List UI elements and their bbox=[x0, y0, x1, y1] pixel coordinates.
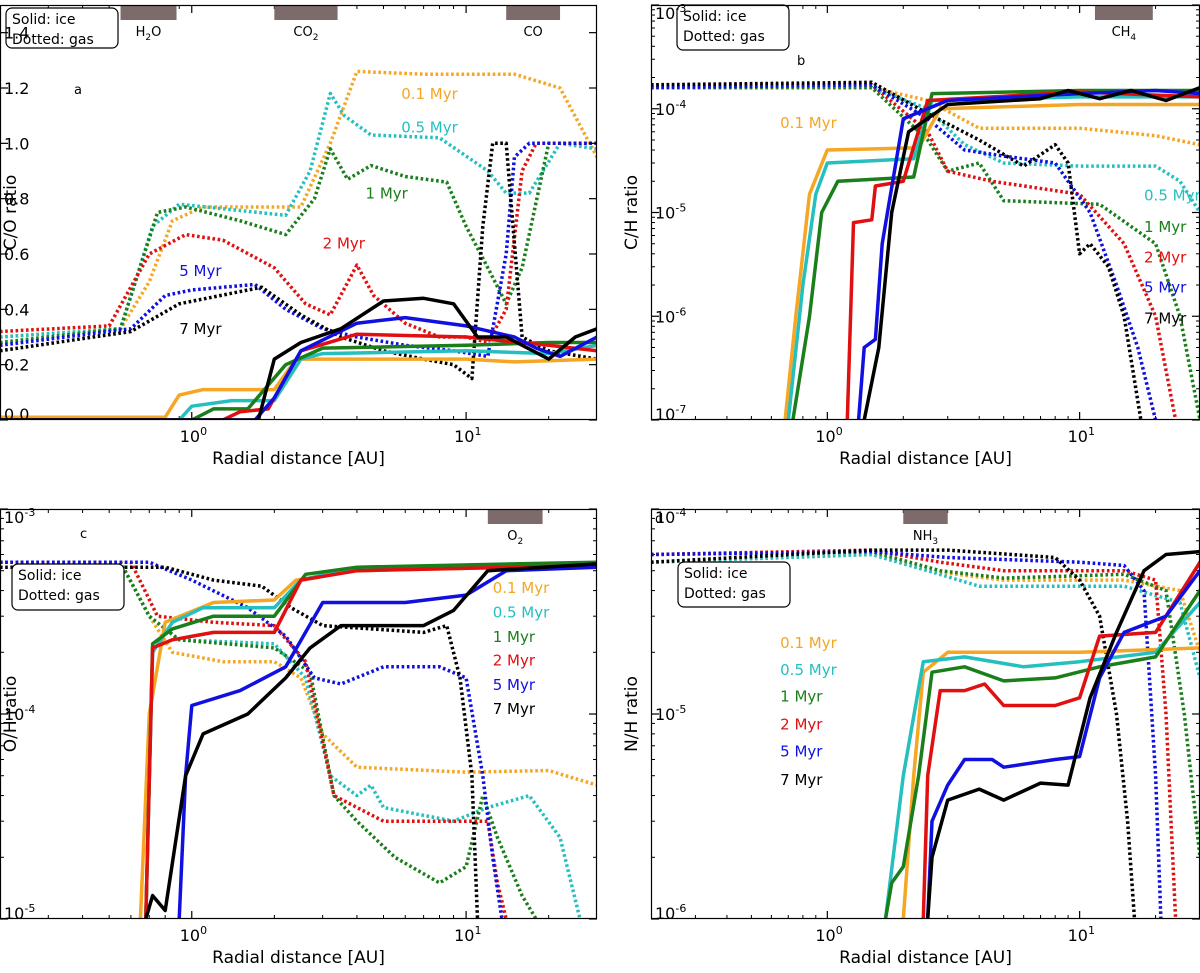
x-tick-label: 100 bbox=[815, 924, 842, 945]
series-label-7-Myr: 7 Myr bbox=[1144, 310, 1187, 328]
y-tick-label: 0.0 bbox=[4, 405, 29, 424]
snowline-bar-H2O bbox=[121, 6, 177, 20]
snowline-bar-CO2 bbox=[274, 6, 337, 20]
legend-line-dotted: Dotted: gas bbox=[18, 588, 100, 604]
snowline-bar-CO bbox=[506, 6, 560, 20]
y-axis-title: C/H ratio bbox=[622, 175, 642, 250]
legend-line-dotted: Dotted: gas bbox=[683, 29, 765, 45]
y-tick-label: 0.2 bbox=[4, 356, 29, 375]
legend-box: Solid: ice Dotted: gas bbox=[678, 562, 790, 607]
x-tick-label: 101 bbox=[1068, 425, 1095, 446]
series-label-2-Myr: 2 Myr bbox=[323, 234, 366, 252]
x-tick-label: 100 bbox=[180, 425, 207, 446]
y-axis-title: N/H ratio bbox=[622, 676, 642, 752]
panel-letter: b bbox=[797, 54, 805, 69]
series-label-0-5-Myr: 0.5 Myr bbox=[493, 604, 550, 622]
y-tick-label: 10-5 bbox=[4, 902, 35, 923]
legend-box: Solid: ice Dotted: gas bbox=[677, 5, 789, 50]
y-tick-label: 1.4 bbox=[4, 24, 29, 43]
x-axis-title: Radial distance [AU] bbox=[839, 948, 1012, 968]
x-tick-label: 101 bbox=[1068, 924, 1095, 945]
series-label-0-1-Myr: 0.1 Myr bbox=[401, 85, 458, 103]
series-label-1-Myr: 1 Myr bbox=[1144, 218, 1187, 236]
panel-letter: c bbox=[80, 527, 87, 542]
legend-line-solid: Solid: ice bbox=[684, 566, 748, 582]
series-label-7-Myr: 7 Myr bbox=[493, 700, 536, 718]
snowline-bar-CH4 bbox=[1095, 6, 1153, 20]
snowline-bar-O2 bbox=[488, 510, 543, 524]
series-label-0-1-Myr: 0.1 Myr bbox=[493, 579, 550, 597]
series-label-2-Myr: 2 Myr bbox=[1144, 248, 1187, 266]
y-tick-label: 0.4 bbox=[4, 300, 29, 319]
series-label-1-Myr: 1 Myr bbox=[780, 688, 823, 706]
legend-box: Solid: ice Dotted: gas bbox=[12, 564, 124, 610]
series-label-0-1-Myr: 0.1 Myr bbox=[780, 634, 837, 652]
plot-area bbox=[651, 5, 1200, 420]
snowline-bar-NH3 bbox=[903, 510, 947, 524]
legend-line-solid: Solid: ice bbox=[683, 9, 747, 25]
y-axis-title: C/O ratio bbox=[1, 175, 21, 251]
x-tick-label: 100 bbox=[815, 425, 842, 446]
x-axis-title: Radial distance [AU] bbox=[839, 449, 1012, 469]
series-label-5-Myr: 5 Myr bbox=[493, 676, 536, 694]
series-label-2-Myr: 2 Myr bbox=[780, 716, 823, 734]
series-label-0-5-Myr: 0.5 Myr bbox=[1144, 187, 1200, 205]
y-tick-label: 1.0 bbox=[4, 134, 29, 153]
legend-line-solid: Solid: ice bbox=[18, 568, 82, 584]
series-label-2-Myr: 2 Myr bbox=[493, 652, 536, 670]
series-label-5-Myr: 5 Myr bbox=[1144, 278, 1187, 296]
y-axis-title: O/H ratio bbox=[1, 676, 21, 753]
panel-letter: a bbox=[74, 83, 82, 98]
series-label-0-5-Myr: 0.5 Myr bbox=[780, 661, 837, 679]
series-label-7-Myr: 7 Myr bbox=[780, 771, 823, 789]
y-tick-label: 10-6 bbox=[655, 902, 686, 923]
series-label-5-Myr: 5 Myr bbox=[780, 743, 823, 761]
x-axis-title: Radial distance [AU] bbox=[212, 948, 385, 968]
series-label-0-5-Myr: 0.5 Myr bbox=[401, 118, 458, 136]
series-label-0-1-Myr: 0.1 Myr bbox=[780, 114, 837, 132]
series-label-7-Myr: 7 Myr bbox=[179, 320, 222, 338]
x-tick-label: 100 bbox=[180, 924, 207, 945]
x-tick-label: 101 bbox=[454, 924, 481, 945]
series-label-1-Myr: 1 Myr bbox=[493, 628, 536, 646]
snowline-label-CO: CO bbox=[523, 25, 542, 40]
x-tick-label: 101 bbox=[454, 425, 481, 446]
series-label-1-Myr: 1 Myr bbox=[366, 185, 409, 203]
y-tick-label: 1.2 bbox=[4, 79, 29, 98]
y-tick-label: 10-7 bbox=[655, 403, 686, 424]
x-axis-title: Radial distance [AU] bbox=[212, 449, 385, 469]
legend-line-dotted: Dotted: gas bbox=[684, 586, 766, 602]
series-label-5-Myr: 5 Myr bbox=[179, 262, 222, 280]
